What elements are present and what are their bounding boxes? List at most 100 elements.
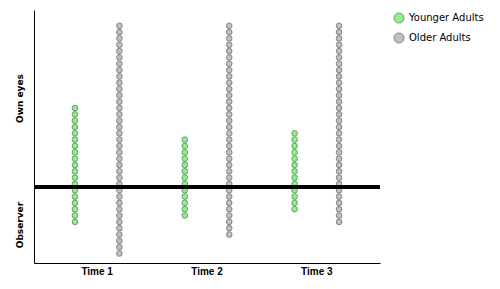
dot [336,130,342,136]
legend-item: Younger Adults [394,12,484,23]
dot [117,251,123,257]
dot [336,42,342,48]
dot [226,99,232,105]
dot [182,168,188,174]
dot [336,29,342,35]
dot [292,156,298,162]
x-tick-label: Time 2 [191,266,223,277]
dot [336,55,342,61]
dot [336,99,342,105]
dot [182,175,188,181]
dot [117,130,123,136]
x-tick: Time 1 [81,263,113,277]
dot [292,168,298,174]
dot [292,137,298,143]
legend-label: Older Adults [409,32,471,43]
dot [336,206,342,212]
dot [72,175,78,181]
dot [226,67,232,73]
dot [72,219,78,225]
dot [226,36,232,42]
dot [292,130,298,136]
dot [117,80,123,86]
dot [117,93,123,99]
dot [226,175,232,181]
dot [182,143,188,149]
dot [72,200,78,206]
dot [117,206,123,212]
dot [117,175,123,181]
dot [226,168,232,174]
dot [117,61,123,67]
dot [336,74,342,80]
dot [117,137,123,143]
dot [72,137,78,143]
dot [117,118,123,124]
dot [117,156,123,162]
dot [226,200,232,206]
dot [226,162,232,168]
dot [117,23,123,29]
dot [226,86,232,92]
dot [72,130,78,136]
dot [117,232,123,238]
dot [336,61,342,67]
dot [182,206,188,212]
dot [336,137,342,143]
legend-marker [394,13,404,23]
dot [292,149,298,155]
dot [117,219,123,225]
dot [226,124,232,130]
dot [117,112,123,118]
dot [226,112,232,118]
dot [117,55,123,61]
dot [226,143,232,149]
dot [226,219,232,225]
dot [226,149,232,155]
dot [336,143,342,149]
dot [226,105,232,111]
dot [226,80,232,86]
dot [292,194,298,200]
dot [117,29,123,35]
dot [182,194,188,200]
dot [226,130,232,136]
dot [117,99,123,105]
dot [72,156,78,162]
baseline [34,185,380,189]
dot [117,162,123,168]
dot [336,168,342,174]
series [72,105,297,225]
dot [336,149,342,155]
dot [226,232,232,238]
dot [117,124,123,130]
dot [117,168,123,174]
legend: Younger Adults Older Adults [394,12,484,43]
chart: Time 1Time 2Time 3Own eyesObserverYounge… [0,0,500,289]
dot [182,149,188,155]
dot [336,118,342,124]
dot [226,93,232,99]
dot [226,194,232,200]
dot [72,124,78,130]
dot [117,149,123,155]
dot [226,55,232,61]
dot [292,162,298,168]
dot [336,67,342,73]
dot [182,156,188,162]
dot [336,162,342,168]
dot [292,143,298,149]
dot [117,200,123,206]
dot [117,225,123,231]
dot [72,143,78,149]
legend-marker [394,33,404,43]
y-axis-line [34,11,35,264]
dot [182,162,188,168]
dot [117,213,123,219]
dot [226,213,232,219]
series [117,23,342,256]
dot [226,74,232,80]
dot [117,143,123,149]
dot [117,74,123,80]
dot [336,124,342,130]
